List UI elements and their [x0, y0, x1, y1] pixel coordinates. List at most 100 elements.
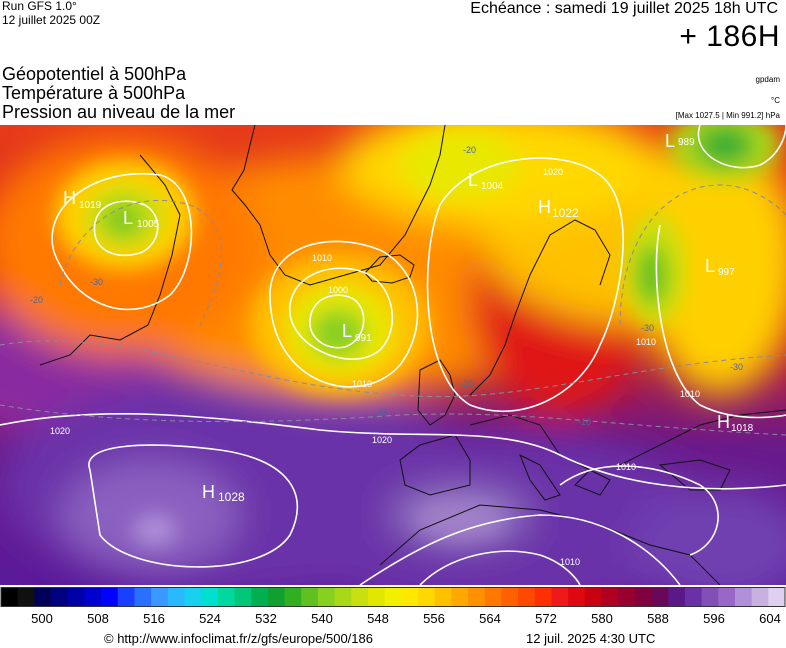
isobar-label: 1010 [352, 379, 372, 389]
isobar-1000-east [655, 224, 786, 419]
color-swatch [134, 587, 152, 607]
source-url: © http://www.infoclimat.fr/z/gfs/europe/… [104, 631, 373, 646]
low-center-northeast-value: 989 [678, 137, 695, 148]
low-center-labrador: L [123, 208, 133, 228]
color-swatch [468, 587, 486, 607]
high-center-west: H [63, 188, 76, 208]
greenland-coast [231, 125, 446, 286]
isobar-label: 1010 [560, 557, 580, 567]
color-swatch [317, 587, 336, 607]
color-swatch [551, 587, 569, 607]
color-swatch [351, 587, 369, 607]
low-center-north-value: 1004 [481, 181, 504, 192]
iberia-coast [399, 434, 471, 496]
isobar-1020-south [0, 413, 786, 490]
color-swatch [284, 587, 302, 607]
color-swatch [334, 587, 352, 607]
generated-timestamp: 12 juil. 2025 4:30 UTC [526, 631, 656, 646]
temp-label: -20 [463, 145, 476, 155]
forecast-hour: + 186H [679, 20, 780, 53]
color-swatch [184, 587, 202, 607]
color-swatch [267, 587, 286, 607]
color-scale-svg [0, 587, 786, 607]
color-scale [0, 587, 786, 607]
color-swatch [518, 587, 536, 607]
isobars [0, 125, 786, 585]
color-swatch [84, 587, 102, 607]
color-swatch [501, 587, 519, 607]
color-scale-tick: 500 [31, 611, 53, 626]
isobar-label: 1020 [50, 426, 70, 436]
high-center-azores: H [202, 482, 215, 502]
color-scale-tick: 524 [199, 611, 221, 626]
isobar-label: 1020 [543, 167, 563, 177]
isobar-label: 1000 [328, 285, 348, 295]
canada-coast [39, 154, 181, 366]
color-swatch [534, 587, 552, 607]
title-temperature: Température à 500hPa [2, 83, 186, 103]
temp-label: -30 [90, 277, 103, 287]
isobar-label: 1010 [680, 389, 700, 399]
high-center-turkey: H [717, 412, 730, 432]
color-swatch [384, 587, 402, 607]
color-swatch [701, 587, 719, 607]
low-center-iceland-value: 991 [355, 333, 372, 344]
weather-map-svg: H 1019 L 1005 L 991 L 1004 H 1022 L 997 … [0, 125, 786, 585]
isobar-990-east [697, 125, 786, 169]
isobar-label: 1020 [372, 435, 392, 445]
color-scale-tick: 540 [311, 611, 333, 626]
temp-label: -20 [460, 379, 473, 389]
high-center-scandinavia-value: 1022 [552, 206, 579, 220]
color-swatch [1, 587, 19, 607]
isobar-1010-sahara [359, 514, 681, 585]
temp-contour-20 [0, 340, 786, 398]
color-swatch [418, 587, 436, 607]
color-swatch [584, 587, 603, 607]
color-swatch [601, 587, 619, 607]
pressure-maxmin: [Max 1027.5 | Min 991.2] hPa [675, 111, 780, 120]
temp-label: -30 [730, 362, 743, 372]
color-scale-tick: 556 [423, 611, 445, 626]
color-scale-tick: 508 [87, 611, 109, 626]
temp-contour-30-west [59, 200, 222, 326]
color-swatch [234, 587, 252, 607]
color-scale-ticks: 500 508 516 524 532 540 548 556 564 572 580 588 596 6… [0, 611, 786, 629]
color-swatch [251, 587, 269, 607]
title-pressure: Pression au niveau de la mer [2, 102, 236, 122]
color-swatch [484, 587, 502, 607]
color-swatch [434, 587, 452, 607]
low-center-russia: L [705, 256, 715, 276]
color-swatch [117, 587, 135, 607]
color-swatch [734, 587, 753, 607]
color-swatch [51, 587, 69, 607]
temp-contour-10 [0, 404, 786, 436]
color-scale-tick: 588 [647, 611, 669, 626]
color-scale-tick: 572 [535, 611, 557, 626]
isobar-1020-scand [426, 157, 624, 413]
temp-label: -20 [30, 295, 43, 305]
britain-coast [417, 359, 456, 426]
high-center-scandinavia: H [538, 197, 551, 217]
title-geopotential: Géopotentiel à 500hPa [2, 64, 187, 84]
low-center-northeast: L [665, 131, 675, 151]
color-swatch [151, 587, 169, 607]
low-center-labrador-value: 1005 [137, 219, 160, 230]
color-swatch [451, 587, 469, 607]
low-center-north: L [468, 170, 478, 190]
isobar-1010-med [559, 465, 719, 556]
temp-label: -30 [641, 323, 654, 333]
color-scale-tick: 564 [479, 611, 501, 626]
turkey-coast [658, 459, 731, 491]
italy-coast [519, 453, 561, 501]
color-swatch [167, 587, 185, 607]
high-center-west-value: 1019 [79, 200, 102, 211]
temp-contour-30-east [619, 184, 786, 326]
isobar-label: 1010 [636, 337, 656, 347]
color-swatch [401, 587, 419, 607]
color-scale-tick: 548 [367, 611, 389, 626]
color-swatch [34, 587, 52, 607]
color-swatch [17, 587, 35, 607]
isobar-1010-low [269, 240, 419, 388]
scandinavia-coast [469, 219, 611, 396]
color-swatch [101, 587, 119, 607]
